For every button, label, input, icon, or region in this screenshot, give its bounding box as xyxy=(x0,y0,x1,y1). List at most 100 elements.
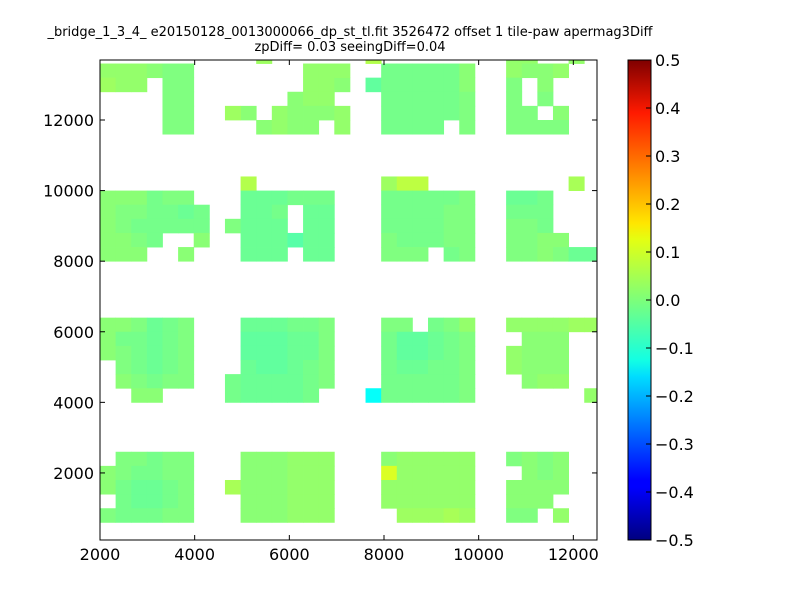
heatmap-cell xyxy=(537,91,554,107)
heatmap-cell xyxy=(193,204,210,220)
heatmap-cell xyxy=(537,331,554,347)
heatmap-cell xyxy=(412,331,429,347)
heatmap-cell xyxy=(178,374,195,389)
heatmap-cell xyxy=(287,480,304,495)
heatmap-cell xyxy=(131,480,148,495)
heatmap-cell xyxy=(100,508,117,523)
heatmap-cell xyxy=(146,331,163,347)
heatmap-cell xyxy=(303,388,320,403)
heatmap-cell xyxy=(131,204,148,220)
heatmap-cell xyxy=(131,190,148,206)
heatmap-cell xyxy=(178,120,195,135)
heatmap-cell xyxy=(318,247,335,262)
heatmap-cell xyxy=(365,388,382,403)
heatmap-cell xyxy=(443,451,460,467)
heatmap-cell xyxy=(459,465,476,481)
heatmap-cell xyxy=(396,465,413,481)
heatmap-cell xyxy=(584,388,598,403)
heatmap-cell xyxy=(318,374,335,389)
heatmap-cell xyxy=(303,91,320,107)
heatmap-cell xyxy=(240,176,257,191)
heatmap-cell xyxy=(271,388,288,403)
heatmap-cell xyxy=(115,345,132,361)
heatmap-cell xyxy=(178,190,195,206)
heatmap-cell xyxy=(303,494,320,509)
colorbar-tick-label: 0.4 xyxy=(655,99,680,118)
heatmap-cell xyxy=(506,232,523,248)
heatmap-cell xyxy=(459,232,476,248)
heatmap-cell xyxy=(537,494,554,509)
heatmap-cell xyxy=(428,508,445,523)
heatmap-cell xyxy=(428,317,445,333)
heatmap-cell xyxy=(428,91,445,107)
heatmap-cell xyxy=(224,105,241,121)
heatmap-cell xyxy=(115,317,132,333)
heatmap-cell xyxy=(459,508,476,523)
heatmap-cell xyxy=(412,374,429,389)
heatmap-cell xyxy=(428,331,445,347)
heatmap-cell xyxy=(131,63,148,79)
heatmap-cell xyxy=(396,374,413,389)
heatmap-cell xyxy=(271,105,288,121)
heatmap-cell xyxy=(381,218,398,234)
colorbar-ticks: 0.5 0.4 0.3 0.2 0.1 0.0 −0.1 −0.2 −0.3 −0.4 −0.5 xyxy=(646,51,694,550)
heatmap-cell xyxy=(115,204,132,220)
heatmap-cell xyxy=(256,218,273,234)
heatmap-cell xyxy=(334,120,351,135)
heatmap-cell xyxy=(459,63,476,79)
heatmap-cell xyxy=(271,204,288,220)
heatmap-cell xyxy=(178,360,195,375)
heatmap-cell xyxy=(318,91,335,107)
heatmap-cell xyxy=(459,77,476,93)
heatmap-cell xyxy=(100,63,117,79)
heatmap-cell xyxy=(506,480,523,495)
heatmap-cell xyxy=(100,77,117,93)
heatmap-cell xyxy=(521,120,538,135)
heatmap-cell xyxy=(115,494,132,509)
heatmap-cell xyxy=(568,317,585,333)
heatmap-cell xyxy=(318,218,335,234)
heatmap-cell xyxy=(537,480,554,495)
heatmap-cell xyxy=(412,345,429,361)
heatmap-cell xyxy=(412,388,429,403)
heatmap-cell xyxy=(443,204,460,220)
heatmap-cell xyxy=(240,388,257,403)
heatmap-cell xyxy=(459,345,476,361)
heatmap-cell xyxy=(287,331,304,347)
heatmap-cell xyxy=(552,232,569,248)
heatmap-cell xyxy=(552,63,569,79)
heatmap-cells xyxy=(100,60,598,523)
x-tick-label: 12000 xyxy=(548,545,599,564)
heatmap-cell xyxy=(146,204,163,220)
heatmap-cell xyxy=(428,232,445,248)
heatmap-cell xyxy=(459,91,476,107)
heatmap-cell xyxy=(381,494,398,509)
heatmap-cell xyxy=(396,345,413,361)
heatmap-cell xyxy=(381,247,398,262)
heatmap-cell xyxy=(459,105,476,121)
heatmap-cell xyxy=(146,494,163,509)
heatmap-cell xyxy=(318,204,335,220)
heatmap-cell xyxy=(240,374,257,389)
heatmap-cell xyxy=(552,374,569,389)
heatmap-cell xyxy=(506,91,523,107)
heatmap-cell xyxy=(428,218,445,234)
colorbar-tick-label: 0.3 xyxy=(655,147,680,166)
heatmap-cell xyxy=(318,480,335,495)
heatmap-cell xyxy=(443,360,460,375)
heatmap-cell xyxy=(318,232,335,248)
heatmap-cell xyxy=(381,374,398,389)
heatmap-cell xyxy=(459,388,476,403)
heatmap-cell xyxy=(443,317,460,333)
heatmap-cell xyxy=(178,494,195,509)
heatmap-cell xyxy=(287,317,304,333)
heatmap-cell xyxy=(318,451,335,467)
heatmap-cell xyxy=(178,345,195,361)
heatmap-cell xyxy=(287,508,304,523)
axes: 2000 4000 6000 8000 10000 12000 2000 4000 6000 80… xyxy=(43,60,599,564)
heatmap-cell xyxy=(506,247,523,262)
heatmap-cell xyxy=(506,60,523,64)
heatmap-cell xyxy=(396,494,413,509)
heatmap-cell xyxy=(303,480,320,495)
